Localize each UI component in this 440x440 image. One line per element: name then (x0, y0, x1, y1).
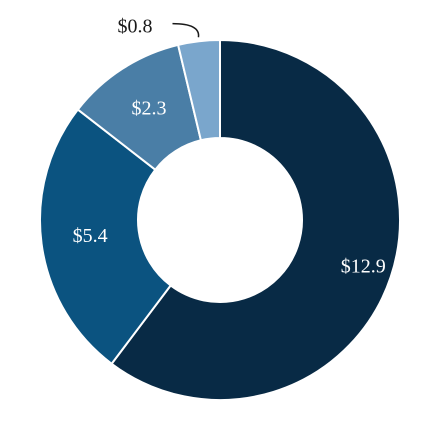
value-label: $2.3 (132, 97, 167, 119)
donut-slice (39, 108, 173, 366)
donut-slice (176, 38, 221, 142)
value-label: $12.9 (341, 256, 386, 278)
leader-line (172, 22, 200, 38)
value-label: $5.4 (73, 225, 108, 247)
value-label: $0.8 (117, 15, 152, 37)
donut-slice (110, 38, 401, 401)
